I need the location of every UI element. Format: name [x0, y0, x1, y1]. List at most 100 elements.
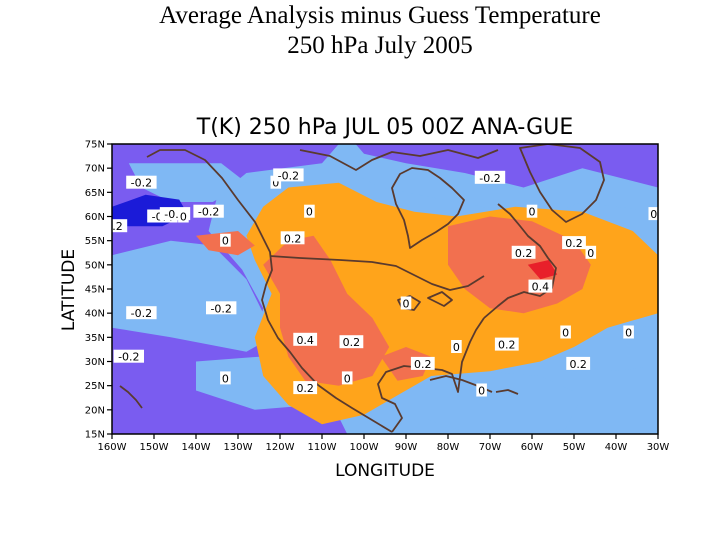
contour-label-bg	[528, 279, 553, 293]
contour-label: 0	[272, 177, 279, 190]
y-tick-label: 75N	[85, 140, 105, 151]
y-tick-label: 65N	[85, 188, 105, 199]
x-tick-label: 80W	[437, 442, 460, 453]
contour-label: -0.2	[479, 172, 500, 185]
contour-label-bg	[451, 340, 462, 353]
contour-label-bg	[304, 204, 315, 218]
contour-label-bg	[341, 371, 353, 385]
contour-label-bg	[526, 204, 538, 218]
contour-label: -0.2	[118, 351, 139, 364]
contour-label-bg	[126, 175, 157, 189]
contour-label-bg	[400, 296, 412, 310]
x-tick-label: 70W	[479, 442, 502, 453]
contour-label: 0.2	[284, 232, 302, 245]
contour-label-bg	[339, 335, 364, 349]
contour-label-bg	[648, 207, 658, 221]
contour-label: 0	[180, 211, 187, 224]
contour-label: 0	[403, 298, 410, 311]
contour-label: 0	[587, 247, 594, 260]
contour-label-bg	[112, 219, 128, 233]
y-axis-label: LATITUDE	[59, 249, 79, 331]
contour-label-bg	[178, 209, 189, 223]
x-tick-label: 110W	[308, 442, 337, 453]
x-tick-label: 40W	[605, 442, 628, 453]
contour-label-bg	[474, 170, 506, 184]
contour-label-bg	[113, 349, 144, 363]
y-tick-label: 35N	[85, 333, 105, 344]
contour-label: 0.2	[515, 247, 533, 260]
y-tick-label: 45N	[85, 285, 105, 296]
y-tick-label: 30N	[85, 357, 105, 368]
y-tick-label: 55N	[85, 236, 105, 247]
region-neg-weak-gulf	[427, 371, 583, 434]
x-axis: 160W 150W 140W 130W 120W 110W 100W 90W 80W 70W 60W…	[98, 434, 670, 453]
x-axis-label: LONGITUDE	[335, 461, 435, 481]
plot-area: -0.20-0.2-0.2-0.2-0.4-0.60-0.200000.20.2…	[101, 144, 658, 434]
contour-label: 0.2	[414, 358, 432, 371]
contour-label: -0.2	[131, 307, 152, 320]
contour-label: 0	[529, 206, 536, 219]
contour-label: -0.2	[278, 169, 299, 182]
y-tick-label: 25N	[85, 381, 105, 392]
contour-label-bg	[273, 168, 304, 182]
coastline-atlantic	[483, 203, 557, 319]
contour-label-bg	[476, 383, 487, 397]
x-tick-label: 50W	[563, 442, 586, 453]
slide-title-line1: Average Analysis minus Guess Temperature	[159, 2, 601, 29]
contour-label-bg	[280, 231, 305, 245]
contour-label-bg	[585, 245, 597, 259]
contour-label: 0.2	[343, 336, 361, 349]
x-tick-label: 100W	[350, 442, 379, 453]
y-axis: 75N 70N 65N 60N 55N 50N 45N 40N 35N 30N 25N 20N 15N	[85, 140, 112, 441]
hawaii	[119, 385, 143, 409]
x-tick-label: 30W	[647, 442, 670, 453]
contour-label: 0.2	[296, 382, 314, 395]
border-us-canada	[269, 255, 485, 291]
contour-label: 0.4	[296, 334, 314, 347]
contour-label: 0.2	[569, 358, 587, 371]
contour-label-bg	[560, 325, 571, 339]
contour-label: 0	[625, 327, 632, 340]
contour-label: -0.2	[101, 220, 122, 233]
y-tick-label: 70N	[85, 164, 105, 175]
contour-label: 0	[650, 208, 657, 221]
contour-label: 0	[478, 385, 485, 398]
arctic-islands	[299, 149, 499, 171]
region-pos-strong-newfoundland	[527, 260, 558, 280]
y-tick-label: 60N	[85, 212, 105, 223]
contour-label: 0	[222, 235, 229, 248]
y-tick-label: 20N	[85, 405, 105, 416]
x-tick-label: 90W	[395, 442, 418, 453]
x-tick-label: 140W	[182, 442, 211, 453]
contour-label: 0	[453, 341, 460, 354]
contour-label: 0	[344, 372, 351, 385]
contour-label: 0	[306, 206, 313, 219]
region-neg-mid-east-north	[355, 144, 658, 188]
contour-label-bg	[623, 325, 634, 339]
contour-label-bg	[220, 233, 231, 247]
contour-label: 0	[562, 327, 569, 340]
x-tick-label: 150W	[140, 442, 169, 453]
y-tick-label: 15N	[85, 430, 105, 441]
contour-label-bg	[126, 306, 157, 320]
contour-label: 0	[222, 372, 229, 385]
contour-label-bg	[566, 356, 591, 370]
contour-label-bg	[293, 332, 318, 346]
region-pos-mid-rockies	[263, 235, 390, 386]
coastline-hudson-bay	[391, 167, 465, 249]
contour-label: -0.2	[210, 302, 231, 315]
x-tick-label: 160W	[98, 442, 127, 453]
chart-title: T(K) 250 hPa JUL 05 00Z ANA-GUE	[196, 115, 573, 140]
y-tick-label: 40N	[85, 309, 105, 320]
contour-label-bg	[494, 337, 519, 351]
x-tick-label: 60W	[521, 442, 544, 453]
x-tick-label: 130W	[224, 442, 253, 453]
contour-label: -0.2	[198, 206, 219, 219]
hispaniola	[495, 389, 519, 395]
y-tick-label: 50N	[85, 260, 105, 271]
slide-title-line2: 250 hPa July 2005	[287, 32, 473, 59]
contour-label-bg	[410, 356, 435, 370]
contour-label-bg	[220, 371, 231, 385]
greenland	[519, 144, 605, 223]
